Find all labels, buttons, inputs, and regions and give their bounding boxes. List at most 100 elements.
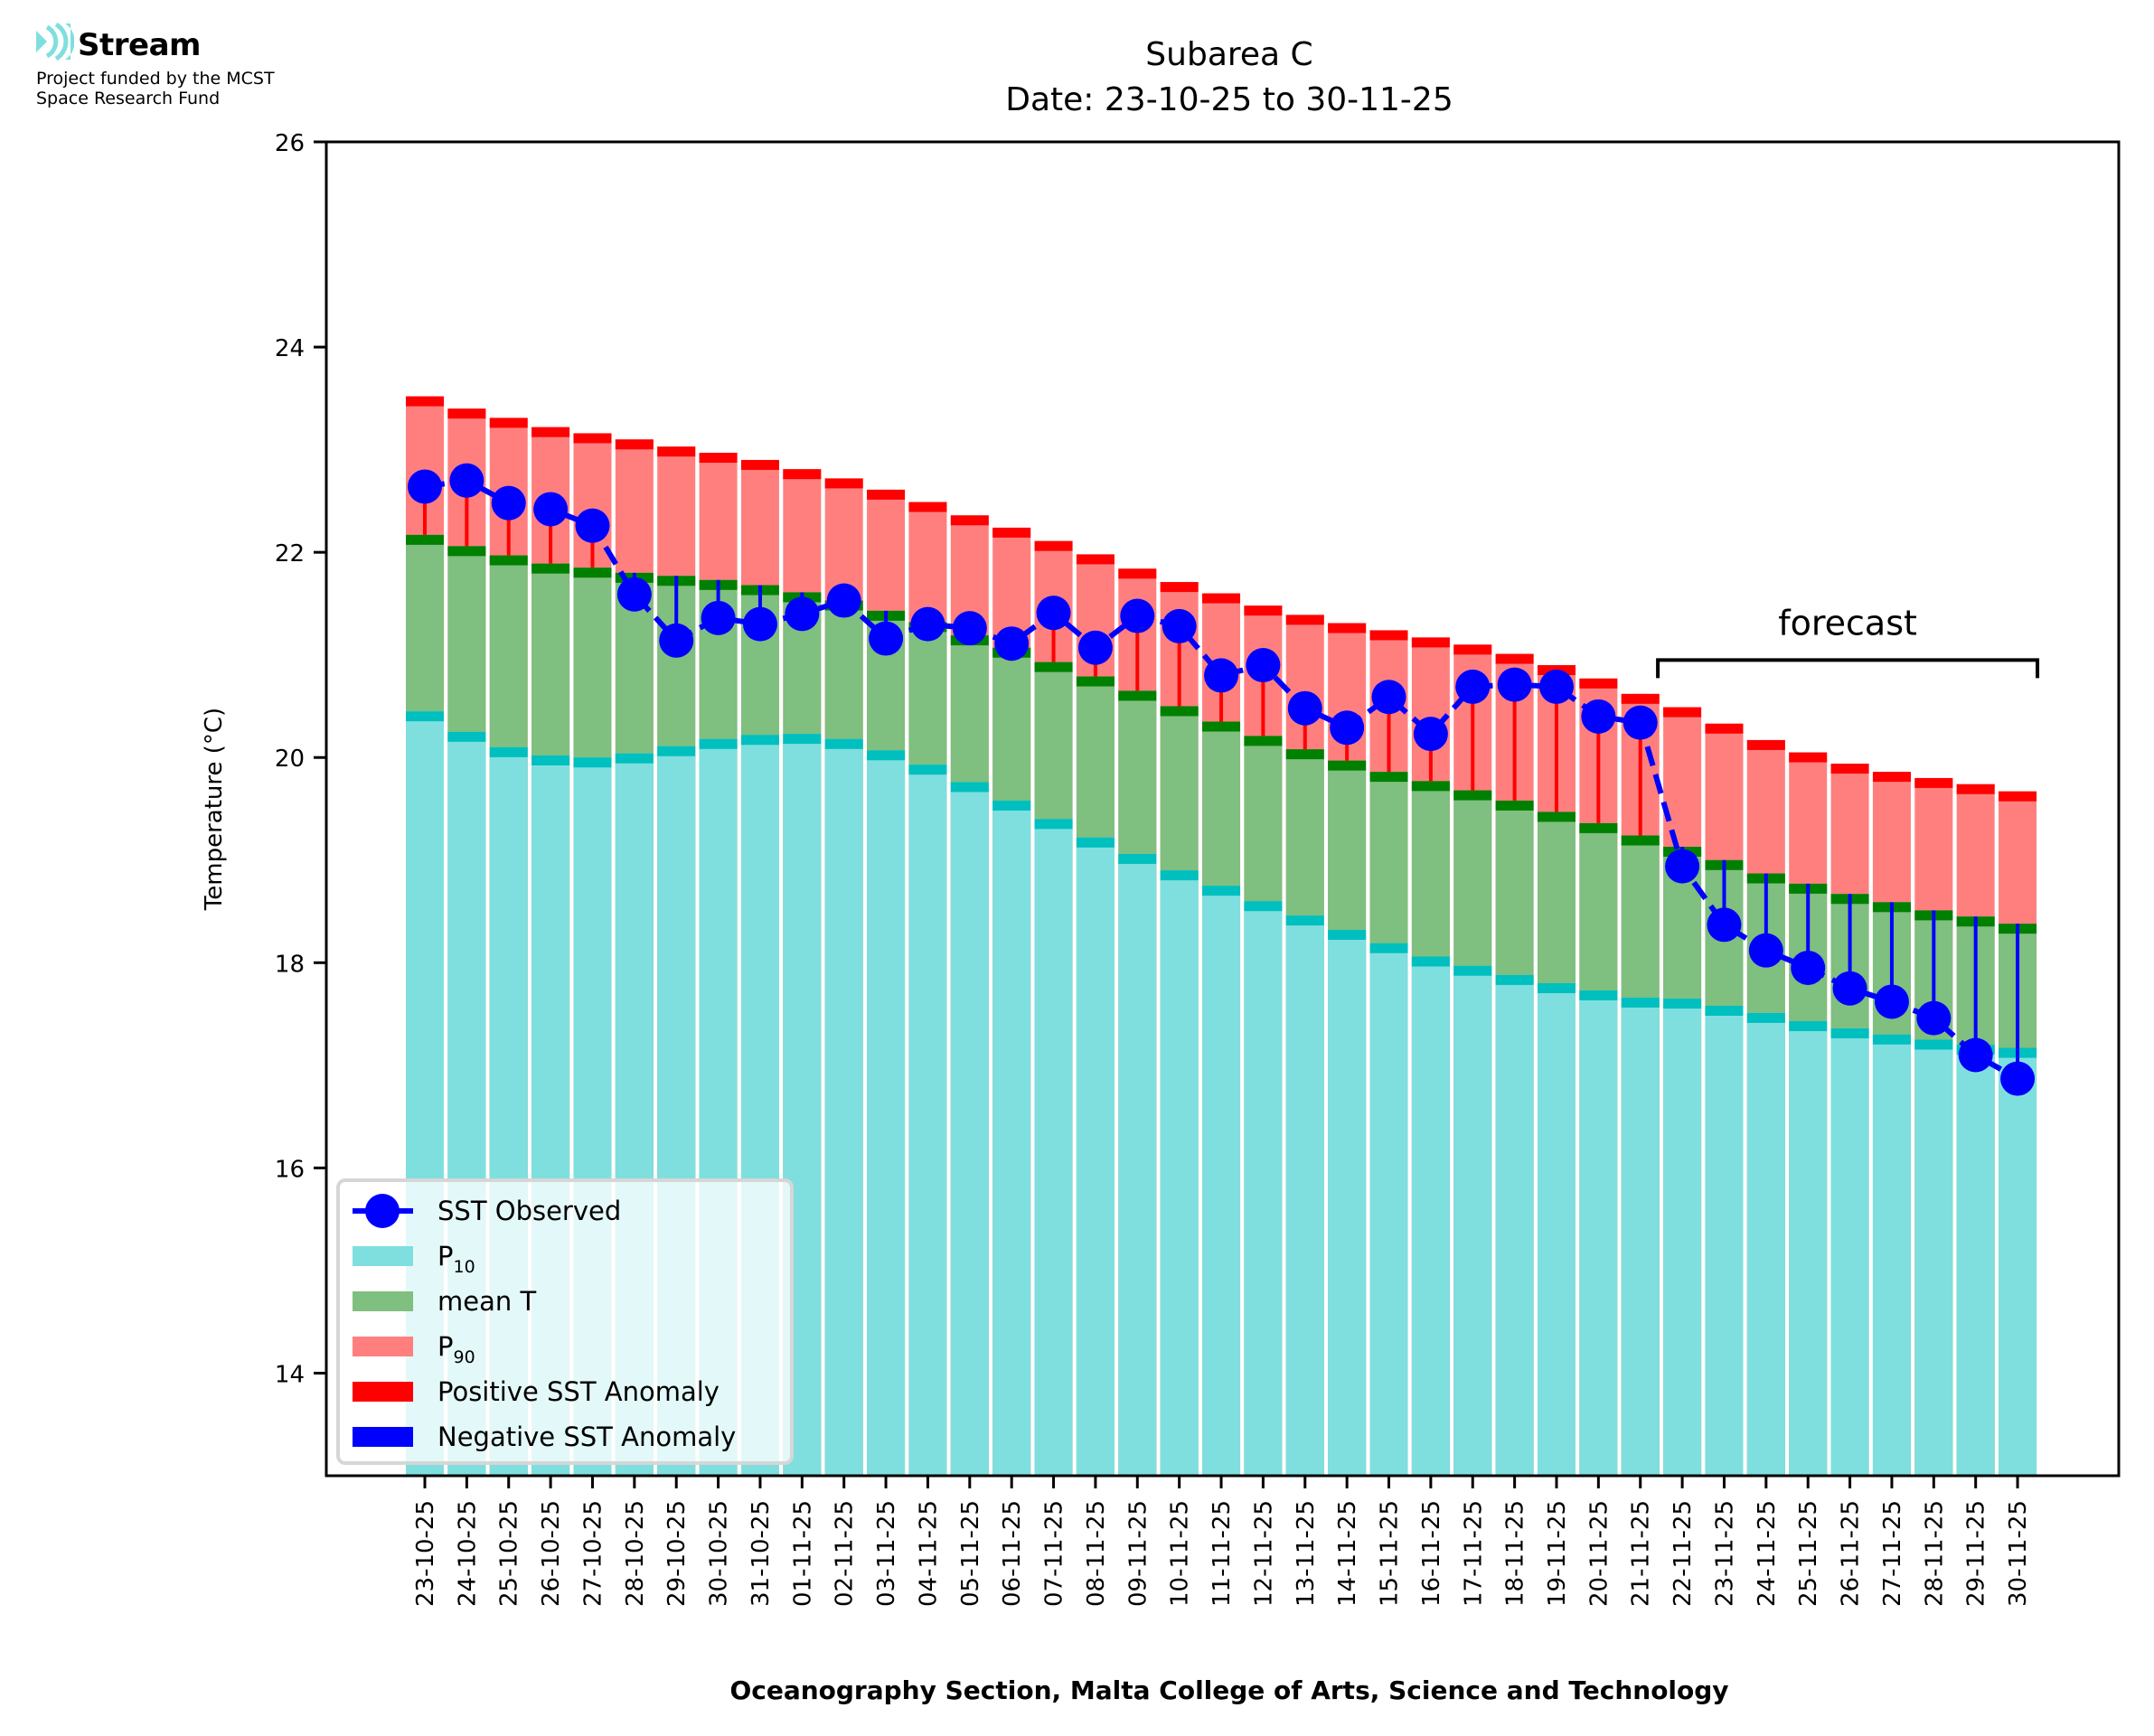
bar-cap-mean-t xyxy=(447,546,486,557)
x-tick-label: 27-10-25 xyxy=(579,1500,607,1607)
x-tick-label: 24-10-25 xyxy=(454,1500,481,1607)
bar-cap-p90 xyxy=(1285,615,1324,625)
bar-p10 xyxy=(1369,943,1408,1476)
bar-cap-p90 xyxy=(1663,707,1702,718)
sst-observed-point xyxy=(1455,669,1491,704)
y-axis-label: Temperature (°C) xyxy=(201,708,228,911)
bar-p10 xyxy=(1746,1012,1785,1476)
bar-cap-p10 xyxy=(950,782,989,793)
bar-p10 xyxy=(1453,965,1492,1476)
chart-title: Subarea C xyxy=(1145,36,1312,73)
bar-cap-p10 xyxy=(1160,870,1199,881)
bar-cap-p10 xyxy=(1118,853,1157,864)
bar-p10 xyxy=(1328,929,1367,1476)
bar-p10 xyxy=(1579,990,1618,1476)
sst-observed-point xyxy=(742,606,777,642)
bar-cap-p90 xyxy=(1999,791,2037,802)
legend-label-subscript: 10 xyxy=(454,1257,475,1277)
bar-cap-p90 xyxy=(1872,772,1911,783)
legend-swatch-negative-anomaly xyxy=(353,1427,413,1447)
x-tick-label: 24-11-25 xyxy=(1754,1500,1781,1607)
bar-p10 xyxy=(1872,1034,1911,1476)
bar-cap-p90 xyxy=(1160,582,1199,593)
x-tick-label: 09-11-25 xyxy=(1124,1500,1152,1607)
forecast-bracket xyxy=(1656,658,2040,679)
sst-observed-point xyxy=(1958,1037,1993,1073)
x-tick-label: 28-10-25 xyxy=(622,1500,649,1607)
bar-p10 xyxy=(950,782,989,1476)
funding-note: Project funded by the MCST Space Researc… xyxy=(36,69,275,108)
x-tick-label: 07-11-25 xyxy=(1041,1500,1068,1607)
bar-p10 xyxy=(1830,1028,1869,1476)
bar-cap-mean-t xyxy=(531,563,570,574)
bar-cap-p90 xyxy=(992,527,1031,538)
legend-label: Negative SST Anomaly xyxy=(437,1422,736,1452)
bar-cap-p10 xyxy=(783,734,822,745)
sst-observed-point xyxy=(1120,598,1155,633)
y-tick-label: 26 xyxy=(275,130,305,157)
x-tick-label: 27-11-25 xyxy=(1879,1500,1906,1607)
bar-cap-mean-t xyxy=(1244,736,1283,746)
sst-observed-point xyxy=(1413,717,1448,752)
bar-cap-mean-t xyxy=(1453,790,1492,801)
bar-cap-p10 xyxy=(406,711,444,722)
x-tick-label: 25-11-25 xyxy=(1795,1500,1822,1607)
sst-observed-point xyxy=(1036,596,1071,631)
bar-cap-mean-t xyxy=(1034,662,1073,672)
legend-swatch-p90 xyxy=(353,1337,413,1356)
sst-observed-point xyxy=(1748,933,1783,968)
bar-cap-mean-t xyxy=(1328,760,1367,771)
y-tick-label: 22 xyxy=(275,540,305,568)
x-tick-label: 04-11-25 xyxy=(915,1500,942,1607)
x-tick-label: 13-11-25 xyxy=(1293,1500,1320,1607)
x-tick-label: 14-11-25 xyxy=(1334,1500,1361,1607)
sst-observed-point xyxy=(1246,648,1281,683)
sst-observed-point xyxy=(1497,667,1532,702)
funding-line-2: Space Research Fund xyxy=(36,89,221,108)
bar-p10 xyxy=(908,765,947,1476)
bar-cap-mean-t xyxy=(1495,800,1534,811)
bar-p10 xyxy=(1118,853,1157,1476)
bar-cap-p10 xyxy=(489,746,528,757)
bar-cap-p10 xyxy=(1285,915,1324,926)
chart-subtitle: Date: 23-10-25 to 30-11-25 xyxy=(1005,81,1453,118)
legend-sst-marker-icon xyxy=(365,1194,400,1228)
bar-cap-p90 xyxy=(573,433,612,444)
sst-observed-point xyxy=(2000,1061,2036,1096)
bar-p10 xyxy=(1956,1045,1995,1476)
bar-cap-p10 xyxy=(447,731,486,742)
bar-cap-p90 xyxy=(1956,784,1995,794)
x-tick-label: 12-11-25 xyxy=(1250,1500,1277,1607)
bar-cap-p10 xyxy=(1453,965,1492,976)
bar-cap-p90 xyxy=(1579,678,1618,689)
bar-cap-p10 xyxy=(1663,999,1702,1009)
bar-cap-p10 xyxy=(1872,1034,1911,1045)
sst-observed-point xyxy=(785,596,820,632)
bar-cap-p10 xyxy=(1202,886,1241,896)
x-tick-label: 20-11-25 xyxy=(1585,1500,1613,1607)
sst-observed-point xyxy=(1538,669,1574,704)
sst-observed-point xyxy=(1874,984,1909,1019)
sst-observed-point xyxy=(826,583,861,618)
bar-cap-mean-t xyxy=(406,534,444,545)
bar-p10 xyxy=(1411,956,1450,1476)
bar-cap-p10 xyxy=(1789,1021,1828,1032)
bar-cap-mean-t xyxy=(1369,772,1408,783)
bar-cap-p10 xyxy=(908,765,947,775)
x-tick-label: 26-10-25 xyxy=(538,1500,565,1607)
logo-brand: Stream xyxy=(78,27,201,63)
sst-observed-point xyxy=(1623,705,1658,740)
bar-cap-p90 xyxy=(740,459,779,470)
bar-p10 xyxy=(1537,983,1576,1476)
x-tick-label: 15-11-25 xyxy=(1377,1500,1404,1607)
bar-cap-p90 xyxy=(1914,777,1953,788)
legend-label: mean T xyxy=(437,1286,536,1317)
sst-observed-point xyxy=(616,577,652,612)
sst-observed-point xyxy=(910,606,945,642)
bar-cap-mean-t xyxy=(489,555,528,566)
bar-cap-mean-t xyxy=(1160,706,1199,717)
bar-cap-mean-t xyxy=(1118,690,1157,701)
bar-cap-p90 xyxy=(1244,605,1283,616)
y-tick-label: 14 xyxy=(275,1361,305,1388)
x-tick-label: 25-10-25 xyxy=(496,1500,523,1607)
